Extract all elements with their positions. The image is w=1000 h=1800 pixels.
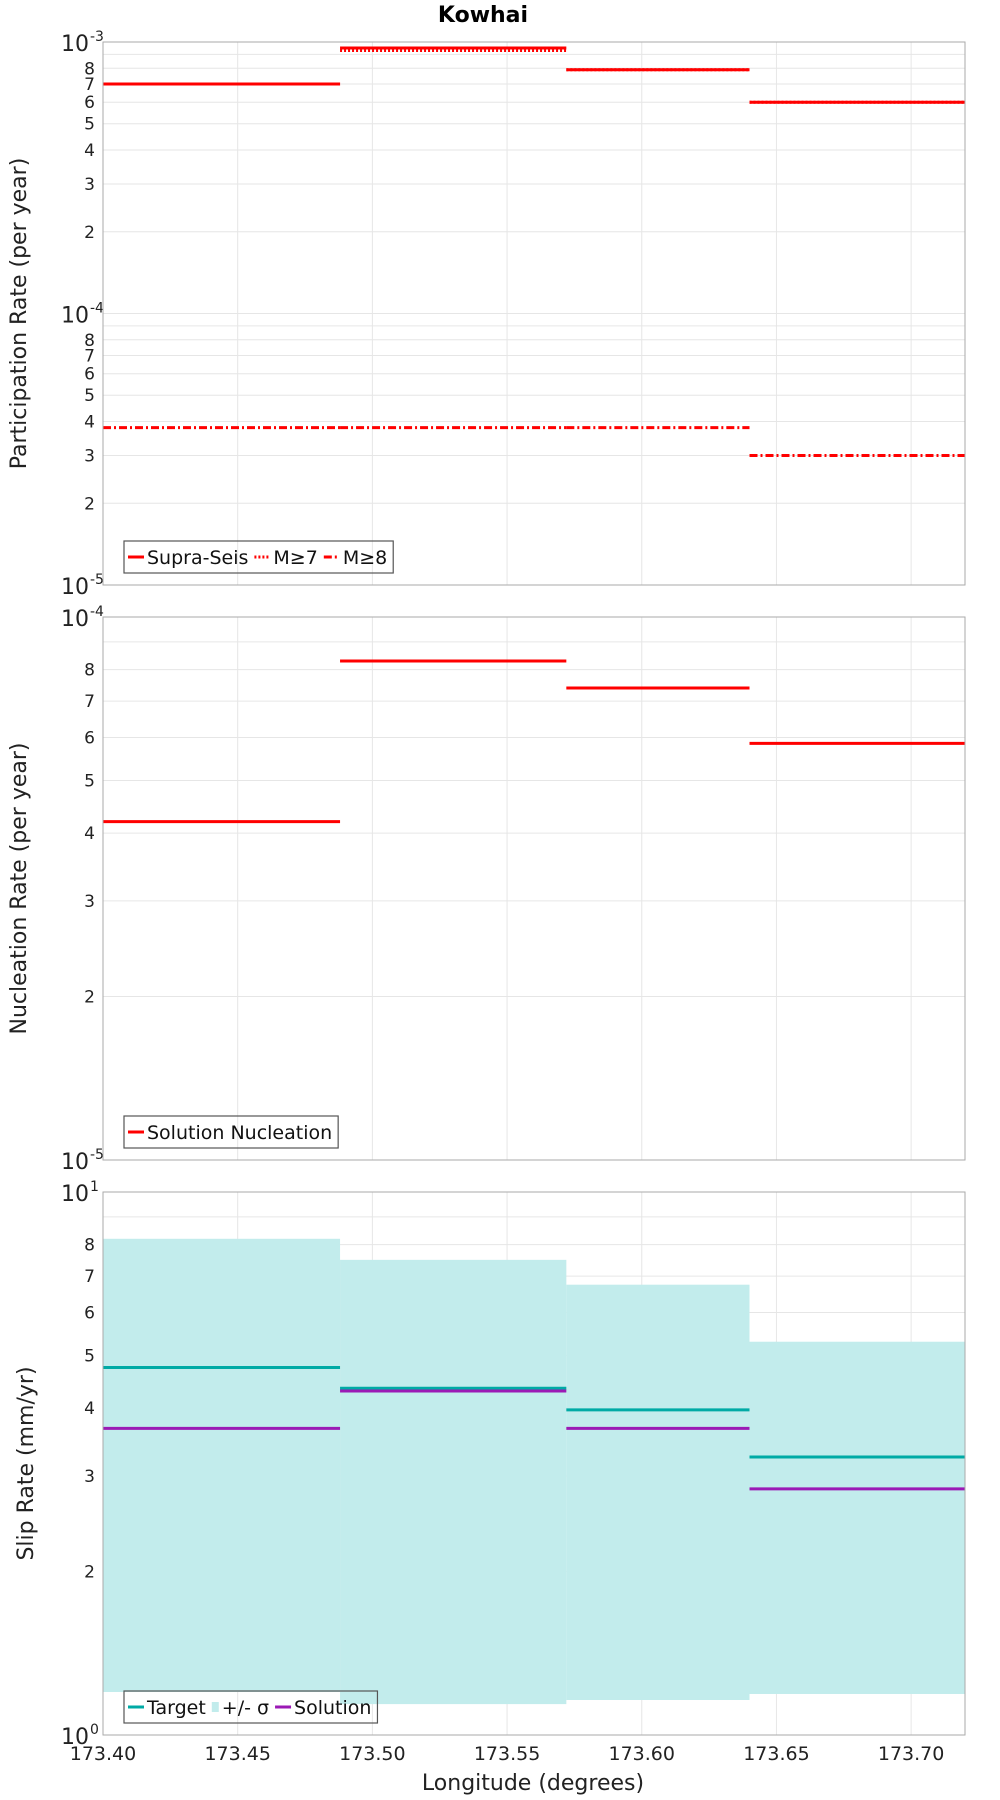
y-tick-label: 7 — [84, 1267, 95, 1287]
y-decade-exponent: 1 — [90, 1179, 99, 1195]
x-tick-label: 173.50 — [339, 1743, 405, 1765]
y-tick-label: 3 — [84, 175, 95, 195]
y-decade-label: 10 — [61, 607, 89, 632]
plot-area — [103, 617, 965, 1160]
y-tick-label: 8 — [84, 661, 95, 681]
sigma-band-segment — [103, 1238, 341, 1693]
y-tick-label: 6 — [84, 728, 95, 748]
x-tick-label: 173.45 — [204, 1743, 270, 1765]
sigma-band-segment — [566, 1284, 750, 1700]
y-tick-label: 3 — [84, 446, 95, 466]
x-tick-label: 173.65 — [743, 1743, 809, 1765]
sigma-band-segment — [340, 1259, 567, 1705]
y-tick-label: 2 — [84, 988, 95, 1008]
y-axis-title: Participation Rate (per year) — [7, 158, 32, 470]
y-tick-label: 4 — [84, 141, 95, 161]
legend-box — [123, 1115, 339, 1149]
y-tick-label: 3 — [84, 892, 95, 912]
x-tick-label: 173.60 — [609, 1743, 675, 1765]
legend-label: Solution Nucleation — [147, 1122, 332, 1144]
legend-box — [123, 1690, 379, 1724]
y-decade-exponent: -5 — [90, 1147, 104, 1163]
y-tick-label: 2 — [84, 1563, 95, 1583]
y-tick-label: 2 — [84, 223, 95, 243]
y-decade-exponent: -4 — [90, 604, 104, 620]
y-tick-label: 6 — [84, 1303, 95, 1323]
y-decade-label: 10 — [61, 32, 89, 57]
plot-frame — [102, 41, 966, 586]
legend-label: +/- σ — [222, 1697, 269, 1719]
y-tick-label: 4 — [84, 413, 95, 433]
y-tick-label: 4 — [84, 1399, 95, 1419]
legend-label: M≥8 — [343, 547, 387, 569]
legend-label: M≥7 — [273, 547, 317, 569]
y-tick-label: 5 — [84, 1346, 95, 1366]
x-tick-label: 173.70 — [878, 1743, 944, 1765]
y-axis-title: Nucleation Rate (per year) — [7, 743, 32, 1035]
plot-frame — [102, 616, 966, 1161]
y-tick-label: 8 — [84, 59, 95, 79]
y-decade-label: 10 — [61, 1725, 89, 1750]
y-tick-label: 5 — [84, 115, 95, 135]
y-tick-label: 7 — [84, 692, 95, 712]
x-axis-title: Longitude (degrees) — [422, 1771, 644, 1796]
legend: Solution Nucleation — [123, 1115, 339, 1149]
y-tick-label: 8 — [84, 331, 95, 351]
y-decade-exponent: 0 — [90, 1722, 99, 1738]
legend-label: Solution — [294, 1697, 371, 1719]
y-tick-label: 5 — [84, 771, 95, 791]
y-tick-label: 7 — [84, 75, 95, 95]
y-tick-label: 6 — [84, 365, 95, 385]
y-decade-label: 10 — [61, 1182, 89, 1207]
sigma-band-segment — [749, 1341, 965, 1694]
y-tick-label: 7 — [84, 347, 95, 367]
y-tick-label: 3 — [84, 1467, 95, 1487]
y-decade-exponent: -5 — [90, 572, 104, 588]
y-decade-label: 10 — [61, 304, 89, 329]
y-decade-exponent: -3 — [90, 29, 104, 45]
y-tick-label: 4 — [84, 824, 95, 844]
plot-frame — [102, 1191, 966, 1736]
y-tick-label: 8 — [84, 1236, 95, 1256]
legend-label: Supra-Seis — [147, 547, 248, 569]
x-tick-label: 173.55 — [474, 1743, 540, 1765]
x-tick-label: 173.40 — [70, 1743, 136, 1765]
chart-title: Kowhai — [438, 3, 528, 28]
y-decade-label: 10 — [61, 1150, 89, 1175]
legend-swatch-band — [211, 1702, 219, 1712]
legend-box — [123, 540, 394, 574]
y-decade-exponent: -4 — [90, 301, 104, 317]
y-tick-label: 2 — [84, 494, 95, 514]
legend: Target +/- σ Solution — [123, 1690, 379, 1724]
y-tick-label: 5 — [84, 386, 95, 406]
y-tick-label: 6 — [84, 93, 95, 113]
legend: Supra-Seis M≥7 M≥8 — [123, 540, 394, 574]
y-decade-label: 10 — [61, 575, 89, 600]
legend-label: Target — [146, 1697, 206, 1719]
y-axis-title: Slip Rate (mm/yr) — [14, 1366, 39, 1560]
